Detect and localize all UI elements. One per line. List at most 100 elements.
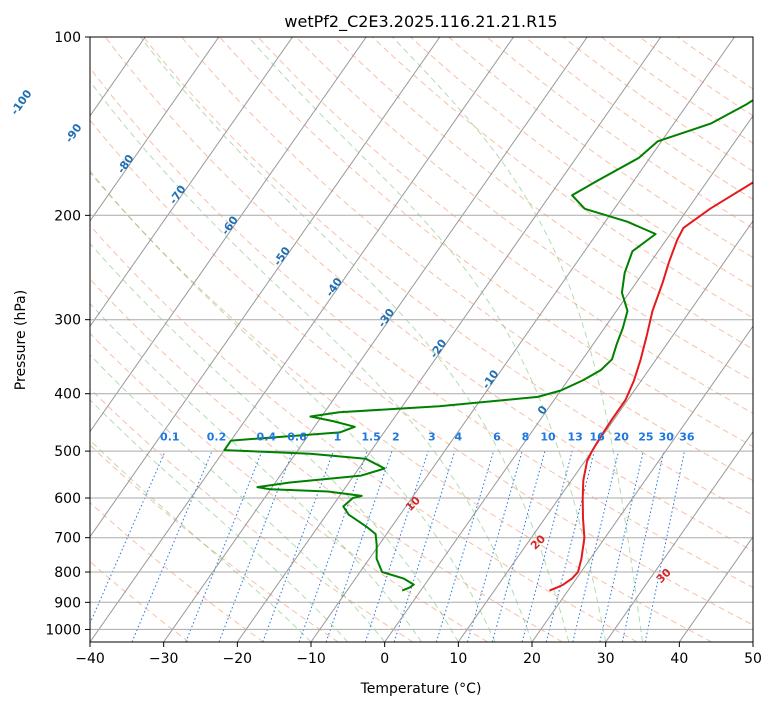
y-tick-label: 100 bbox=[54, 30, 81, 46]
moist-adiabat bbox=[248, 37, 607, 642]
plot-frame bbox=[89, 36, 754, 643]
dry-adiabat bbox=[524, 37, 753, 200]
y-tick-label: 600 bbox=[54, 491, 81, 507]
y-tick-label: 500 bbox=[54, 444, 81, 460]
mixing-ratio-label: 13 bbox=[568, 431, 583, 444]
dry-adiabat bbox=[295, 37, 753, 382]
temperature-line bbox=[549, 181, 753, 592]
profile-series bbox=[223, 99, 753, 592]
moist-adiabat bbox=[140, 37, 570, 642]
dry-adiabat bbox=[90, 332, 488, 642]
mixing-ratio-label: 2 bbox=[392, 431, 400, 444]
mixing-ratio-line bbox=[298, 450, 368, 642]
mixing-ratio-label: 20 bbox=[614, 431, 630, 444]
dry-adiabat bbox=[90, 224, 638, 642]
dry-adiabat bbox=[104, 37, 753, 552]
mixing-ratio-label: 10 bbox=[540, 431, 556, 444]
isotherm-line bbox=[457, 220, 753, 642]
mixing-ratio-label: 1.5 bbox=[361, 431, 381, 444]
x-tick-label: 20 bbox=[523, 651, 541, 667]
dry-adiabat bbox=[448, 37, 753, 259]
y-tick-label: 1000 bbox=[45, 622, 81, 638]
mixing-ratio-line bbox=[644, 450, 685, 642]
mixing-ratio-line bbox=[364, 450, 429, 642]
x-axis: −40 −30 −20 −10 0 10 20 30 40 50 bbox=[75, 642, 762, 667]
mixing-ratio-label: 3 bbox=[428, 431, 436, 444]
dry-adiabat bbox=[257, 37, 753, 414]
moist-adiabat bbox=[392, 37, 643, 642]
dry-adiabat bbox=[90, 67, 753, 589]
y-tick-label: 200 bbox=[54, 208, 81, 224]
isotherm-line bbox=[163, 37, 588, 642]
dry-adiabat bbox=[90, 171, 712, 642]
isotherm-line bbox=[90, 37, 441, 538]
isotherm-line bbox=[531, 325, 753, 642]
isotherm-line bbox=[605, 430, 753, 642]
dry-adiabat bbox=[90, 119, 753, 626]
x-tick-label: 30 bbox=[597, 651, 615, 667]
mixing-ratio-label: 0.2 bbox=[207, 431, 227, 444]
mixing-ratio-line bbox=[491, 450, 546, 642]
x-tick-label: 10 bbox=[449, 651, 467, 667]
grid-lines bbox=[90, 37, 753, 642]
mixing-ratio-label: 0.1 bbox=[160, 431, 180, 444]
mixing-ratio-label: 1 bbox=[334, 431, 342, 444]
chart-title: wetPf2_C2E3.2025.116.21.21.R15 bbox=[284, 12, 557, 32]
x-tick-label: 0 bbox=[380, 651, 389, 667]
dewpoint-line bbox=[223, 99, 753, 592]
x-axis-label: Temperature (°C) bbox=[360, 681, 482, 697]
x-tick-label: 50 bbox=[744, 651, 762, 667]
mixing-ratio-line bbox=[621, 450, 665, 642]
x-tick-label: −40 bbox=[75, 651, 105, 667]
isotherm-line bbox=[236, 37, 662, 642]
y-axis-label: Pressure (hPa) bbox=[13, 290, 29, 390]
isotherm-line bbox=[90, 37, 220, 222]
y-axis: 100 200 300 400 500 600 700 800 900 1000 bbox=[45, 30, 90, 638]
mixing-ratio-label: 6 bbox=[493, 431, 501, 444]
isotherm-line bbox=[90, 37, 514, 642]
dry-adiabat bbox=[90, 444, 339, 642]
isotherm-line bbox=[90, 37, 367, 433]
x-tick-label: 40 bbox=[670, 651, 688, 667]
mixing-ratio-label: 30 bbox=[659, 431, 675, 444]
dry-adiabat bbox=[90, 502, 264, 642]
y-tick-label: 700 bbox=[54, 531, 81, 547]
mixing-ratio-line bbox=[521, 450, 573, 642]
line-annotations: 0.1 0.2 0.4 0.6 1 1.5 2 3 4 6 8 10 13 16 20 25 30 36-100-… bbox=[8, 87, 695, 586]
y-tick-label: 800 bbox=[54, 565, 81, 581]
x-tick-label: −30 bbox=[149, 651, 179, 667]
dry-adiabat bbox=[90, 278, 563, 642]
mixing-ratio-line bbox=[393, 450, 456, 642]
y-tick-label: 900 bbox=[54, 595, 81, 611]
isotherm-line bbox=[310, 37, 735, 642]
isotherm-line bbox=[384, 114, 753, 642]
mixing-ratio-label: 0.4 bbox=[257, 431, 277, 444]
moist-adiabat bbox=[90, 170, 496, 642]
dry-adiabat bbox=[562, 37, 753, 172]
isotherm-line bbox=[90, 37, 293, 328]
x-tick-label: −10 bbox=[296, 651, 326, 667]
mixing-ratio-line bbox=[90, 450, 166, 625]
dry-adiabat bbox=[333, 37, 753, 350]
y-tick-label: 300 bbox=[54, 313, 81, 329]
y-tick-label: 400 bbox=[54, 387, 81, 403]
mixing-ratio-line bbox=[599, 450, 644, 642]
isotherm-line bbox=[678, 535, 753, 642]
moist-adiabat bbox=[90, 302, 422, 642]
dry-adiabat bbox=[143, 37, 753, 516]
mixing-ratio-line bbox=[131, 450, 213, 642]
mixing-ratio-label: 25 bbox=[638, 431, 653, 444]
moist-adiabat bbox=[90, 242, 459, 642]
mixing-ratio-line bbox=[467, 450, 523, 642]
mixing-ratio-label: 16 bbox=[590, 431, 606, 444]
moist-adiabat bbox=[90, 354, 386, 642]
dry-adiabat bbox=[600, 37, 753, 144]
dry-adiabat bbox=[486, 37, 753, 229]
mixing-ratio-line bbox=[325, 450, 393, 642]
mixing-ratio-label: 0.6 bbox=[287, 431, 307, 444]
mixing-ratio-line bbox=[435, 450, 495, 642]
mixing-ratio-label: 4 bbox=[454, 431, 462, 444]
mixing-ratio-line bbox=[572, 450, 620, 642]
